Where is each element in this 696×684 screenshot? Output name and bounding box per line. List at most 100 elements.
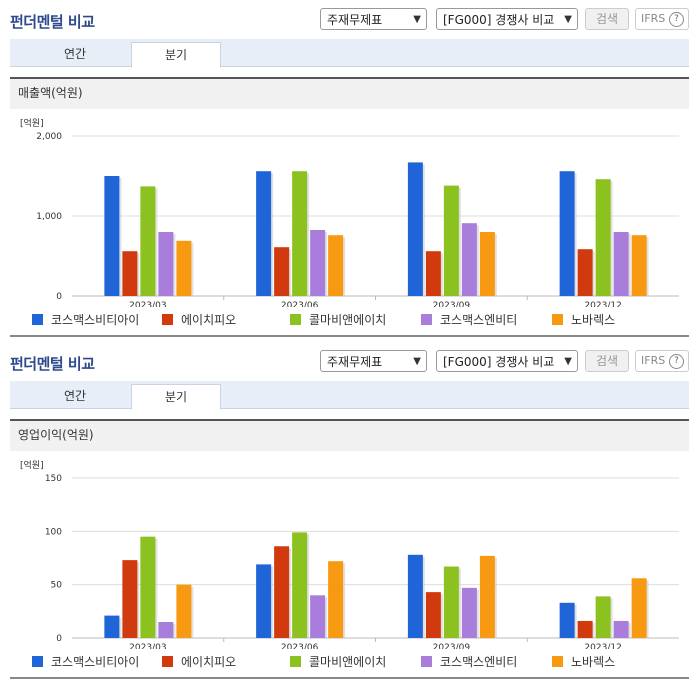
y-tick-label: 0 [56, 292, 62, 302]
bar [479, 232, 495, 296]
fundamental-compare-revenue-section: 펀더멘털 비교 주재무제표 ▼ [FG000] 경쟁사 비교 ▼ 검색 IFRS… [0, 0, 696, 337]
legend-item: 코스맥스비티아이 [32, 654, 139, 670]
bar [479, 555, 495, 638]
legend-label: 코스맥스비티아이 [51, 655, 140, 669]
period-tabs: 연간 분기 [10, 39, 689, 68]
legend-swatch [32, 314, 43, 325]
bar [407, 554, 423, 638]
revenue-bar-chart: [억원] 0 1,000 2,000 2023/03 2023/06 2023/09 2023… [20, 117, 679, 307]
chevron-down-icon: ▼ [413, 14, 421, 25]
legend-label: 노바렉스 [571, 313, 616, 327]
bar [140, 186, 156, 296]
x-tick-label: 2023/12 [584, 643, 621, 649]
section-divider [10, 677, 689, 679]
bar [274, 546, 290, 638]
legend-label: 코스맥스엔비티 [440, 313, 518, 327]
x-tick-label: 2023/12 [584, 301, 621, 307]
legend-item: 에이치피오 [162, 654, 236, 670]
search-button[interactable]: 검색 [585, 8, 629, 30]
bar [256, 564, 272, 638]
statement-type-select[interactable]: 주재무제표 ▼ [320, 350, 427, 372]
panel-title: 매출액(억원) [10, 77, 689, 109]
bar [613, 232, 629, 296]
x-tick-label: 2023/06 [281, 643, 319, 649]
bar [425, 251, 441, 296]
ifrs-help-button[interactable]: IFRS ? [635, 8, 689, 30]
fundamental-compare-operating-profit-section: 펀더멘털 비교 주재무제표 ▼ [FG000] 경쟁사 비교 ▼ 검색 IFRS… [0, 342, 696, 679]
tab-annual[interactable]: 연간 [63, 389, 87, 403]
bar [328, 235, 344, 296]
legend-item: 노바렉스 [552, 654, 615, 670]
search-button[interactable]: 검색 [585, 350, 629, 372]
y-tick-label: 0 [56, 634, 62, 644]
bar [425, 592, 441, 638]
legend-label: 콜마비앤에이치 [309, 655, 387, 669]
x-tick-label: 2023/09 [433, 301, 471, 307]
legend-item: 노바렉스 [552, 312, 615, 328]
ifrs-label: IFRS [641, 12, 666, 25]
statement-type-value: 주재무제표 [327, 355, 383, 369]
bar [158, 622, 174, 638]
bar [407, 162, 423, 296]
bar [443, 566, 459, 638]
peer-group-select[interactable]: [FG000] 경쟁사 비교 ▼ [436, 350, 578, 372]
legend-item: 에이치피오 [162, 312, 236, 328]
bar [577, 620, 593, 638]
legend-swatch [162, 314, 173, 325]
unit-label: [억원] [20, 459, 44, 471]
bar [310, 230, 326, 296]
tab-quarterly[interactable]: 분기 [131, 384, 221, 410]
bar [461, 587, 477, 638]
unit-label: [억원] [20, 117, 44, 129]
help-icon: ? [669, 12, 684, 27]
bar [158, 232, 174, 296]
statement-type-value: 주재무제표 [327, 13, 383, 27]
legend-swatch [162, 656, 173, 667]
chevron-down-icon: ▼ [564, 356, 572, 367]
bar [176, 240, 192, 296]
bar [328, 561, 344, 638]
legend-label: 콜마비앤에이치 [309, 313, 387, 327]
y-tick-label: 1,000 [36, 212, 62, 222]
peer-group-value: [FG000] 경쟁사 비교 [443, 13, 555, 27]
bar [292, 532, 308, 638]
x-tick-label: 2023/03 [129, 643, 166, 649]
section-header: 펀더멘털 비교 주재무제표 ▼ [FG000] 경쟁사 비교 ▼ 검색 IFRS… [0, 342, 696, 380]
x-tick-label: 2023/09 [433, 643, 471, 649]
statement-type-select[interactable]: 주재무제표 ▼ [320, 8, 427, 30]
bar [631, 578, 647, 638]
legend-item: 콜마비앤에이치 [290, 312, 386, 328]
period-tabs: 연간 분기 [10, 381, 689, 410]
legend-item: 코스맥스엔비티 [421, 312, 517, 328]
tab-annual[interactable]: 연간 [63, 47, 87, 61]
peer-group-value: [FG000] 경쟁사 비교 [443, 355, 555, 369]
bar [176, 584, 192, 638]
legend-swatch [552, 656, 563, 667]
section-header: 펀더멘털 비교 주재무제표 ▼ [FG000] 경쟁사 비교 ▼ 검색 IFRS… [0, 0, 696, 38]
legend-label: 에이치피오 [181, 655, 237, 669]
y-tick-label: 2,000 [36, 132, 62, 142]
ifrs-help-button[interactable]: IFRS ? [635, 350, 689, 372]
ifrs-label: IFRS [641, 354, 666, 367]
legend-swatch [290, 314, 301, 325]
legend-swatch [421, 314, 432, 325]
bar [595, 596, 611, 638]
legend-swatch [290, 656, 301, 667]
bar [631, 235, 647, 296]
peer-group-select[interactable]: [FG000] 경쟁사 비교 ▼ [436, 8, 578, 30]
legend-label: 코스맥스비티아이 [51, 313, 140, 327]
legend-item: 콜마비앤에이치 [290, 654, 386, 670]
bar [104, 615, 120, 638]
bar [461, 223, 477, 296]
chevron-down-icon: ▼ [413, 356, 421, 367]
bar [122, 251, 138, 296]
chevron-down-icon: ▼ [564, 14, 572, 25]
bar [577, 249, 593, 296]
legend-item: 코스맥스엔비티 [421, 654, 517, 670]
bar [274, 247, 290, 296]
bar [292, 171, 308, 296]
bar [122, 560, 138, 638]
legend-label: 에이치피오 [181, 313, 237, 327]
tab-quarterly[interactable]: 분기 [131, 42, 221, 68]
panel-title: 영업이익(억원) [10, 419, 689, 451]
